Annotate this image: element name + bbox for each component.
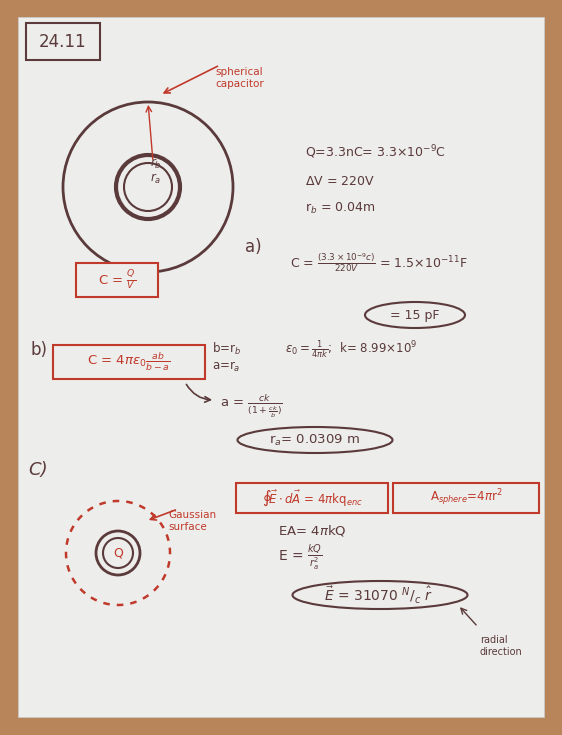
FancyBboxPatch shape <box>236 483 388 513</box>
Text: $\oint\!\vec{E}\cdot d\vec{A}$ = 4$\pi$kq$_{enc}$: $\oint\!\vec{E}\cdot d\vec{A}$ = 4$\pi$k… <box>261 488 362 508</box>
Text: E = $\frac{kQ}{r_a^2}$: E = $\frac{kQ}{r_a^2}$ <box>278 542 323 572</box>
Text: C = $\frac{(3.3\times10^{-9}c)}{220V}$ = 1.5$\times$10$^{-11}$F: C = $\frac{(3.3\times10^{-9}c)}{220V}$ =… <box>290 251 468 273</box>
Text: $\vec{E}$ = 31070 $^{N}/_c$ $\hat{r}$: $\vec{E}$ = 31070 $^{N}/_c$ $\hat{r}$ <box>324 584 433 606</box>
Text: $r_b$: $r_b$ <box>150 157 162 171</box>
Text: b=r$_b$: b=r$_b$ <box>212 341 241 357</box>
FancyBboxPatch shape <box>26 23 100 60</box>
Text: Gaussian
surface: Gaussian surface <box>168 510 216 531</box>
Text: b): b) <box>30 341 47 359</box>
Text: a): a) <box>245 238 262 256</box>
FancyBboxPatch shape <box>393 483 539 513</box>
Text: a = $\frac{ck}{(1+\frac{ck}{b})}$: a = $\frac{ck}{(1+\frac{ck}{b})}$ <box>220 392 283 420</box>
Text: C = 4$\pi\varepsilon_0\frac{ab}{b-a}$: C = 4$\pi\varepsilon_0\frac{ab}{b-a}$ <box>87 351 171 373</box>
FancyBboxPatch shape <box>53 345 205 379</box>
Text: Q=3.3nC= 3.3$\times$10$^{-9}$C: Q=3.3nC= 3.3$\times$10$^{-9}$C <box>305 143 446 161</box>
Text: $\varepsilon_0=\frac{1}{4\pi k}$;  k= 8.99$\times$10$^9$: $\varepsilon_0=\frac{1}{4\pi k}$; k= 8.9… <box>285 339 418 361</box>
Text: radial
direction: radial direction <box>480 635 523 656</box>
Text: $\Delta$V = 220V: $\Delta$V = 220V <box>305 175 375 188</box>
Text: C = $\frac{Q}{V}$: C = $\frac{Q}{V}$ <box>98 268 136 292</box>
Text: r$_a$= 0.0309 m: r$_a$= 0.0309 m <box>269 432 361 448</box>
Text: a=r$_a$: a=r$_a$ <box>212 360 241 374</box>
Text: r$_b$ = 0.04m: r$_b$ = 0.04m <box>305 201 375 216</box>
Text: EA= 4$\pi$kQ: EA= 4$\pi$kQ <box>278 523 347 539</box>
Text: C): C) <box>28 461 48 479</box>
Text: = 15 pF: = 15 pF <box>390 309 439 321</box>
FancyBboxPatch shape <box>76 263 158 297</box>
Text: $r_a$: $r_a$ <box>150 172 161 186</box>
FancyBboxPatch shape <box>18 17 544 717</box>
Text: A$_{sphere}$=4$\pi$r$^2$: A$_{sphere}$=4$\pi$r$^2$ <box>430 488 502 509</box>
Text: spherical
capacitor: spherical capacitor <box>215 67 264 89</box>
Text: 24.11: 24.11 <box>39 33 87 51</box>
Text: Q: Q <box>113 547 123 559</box>
